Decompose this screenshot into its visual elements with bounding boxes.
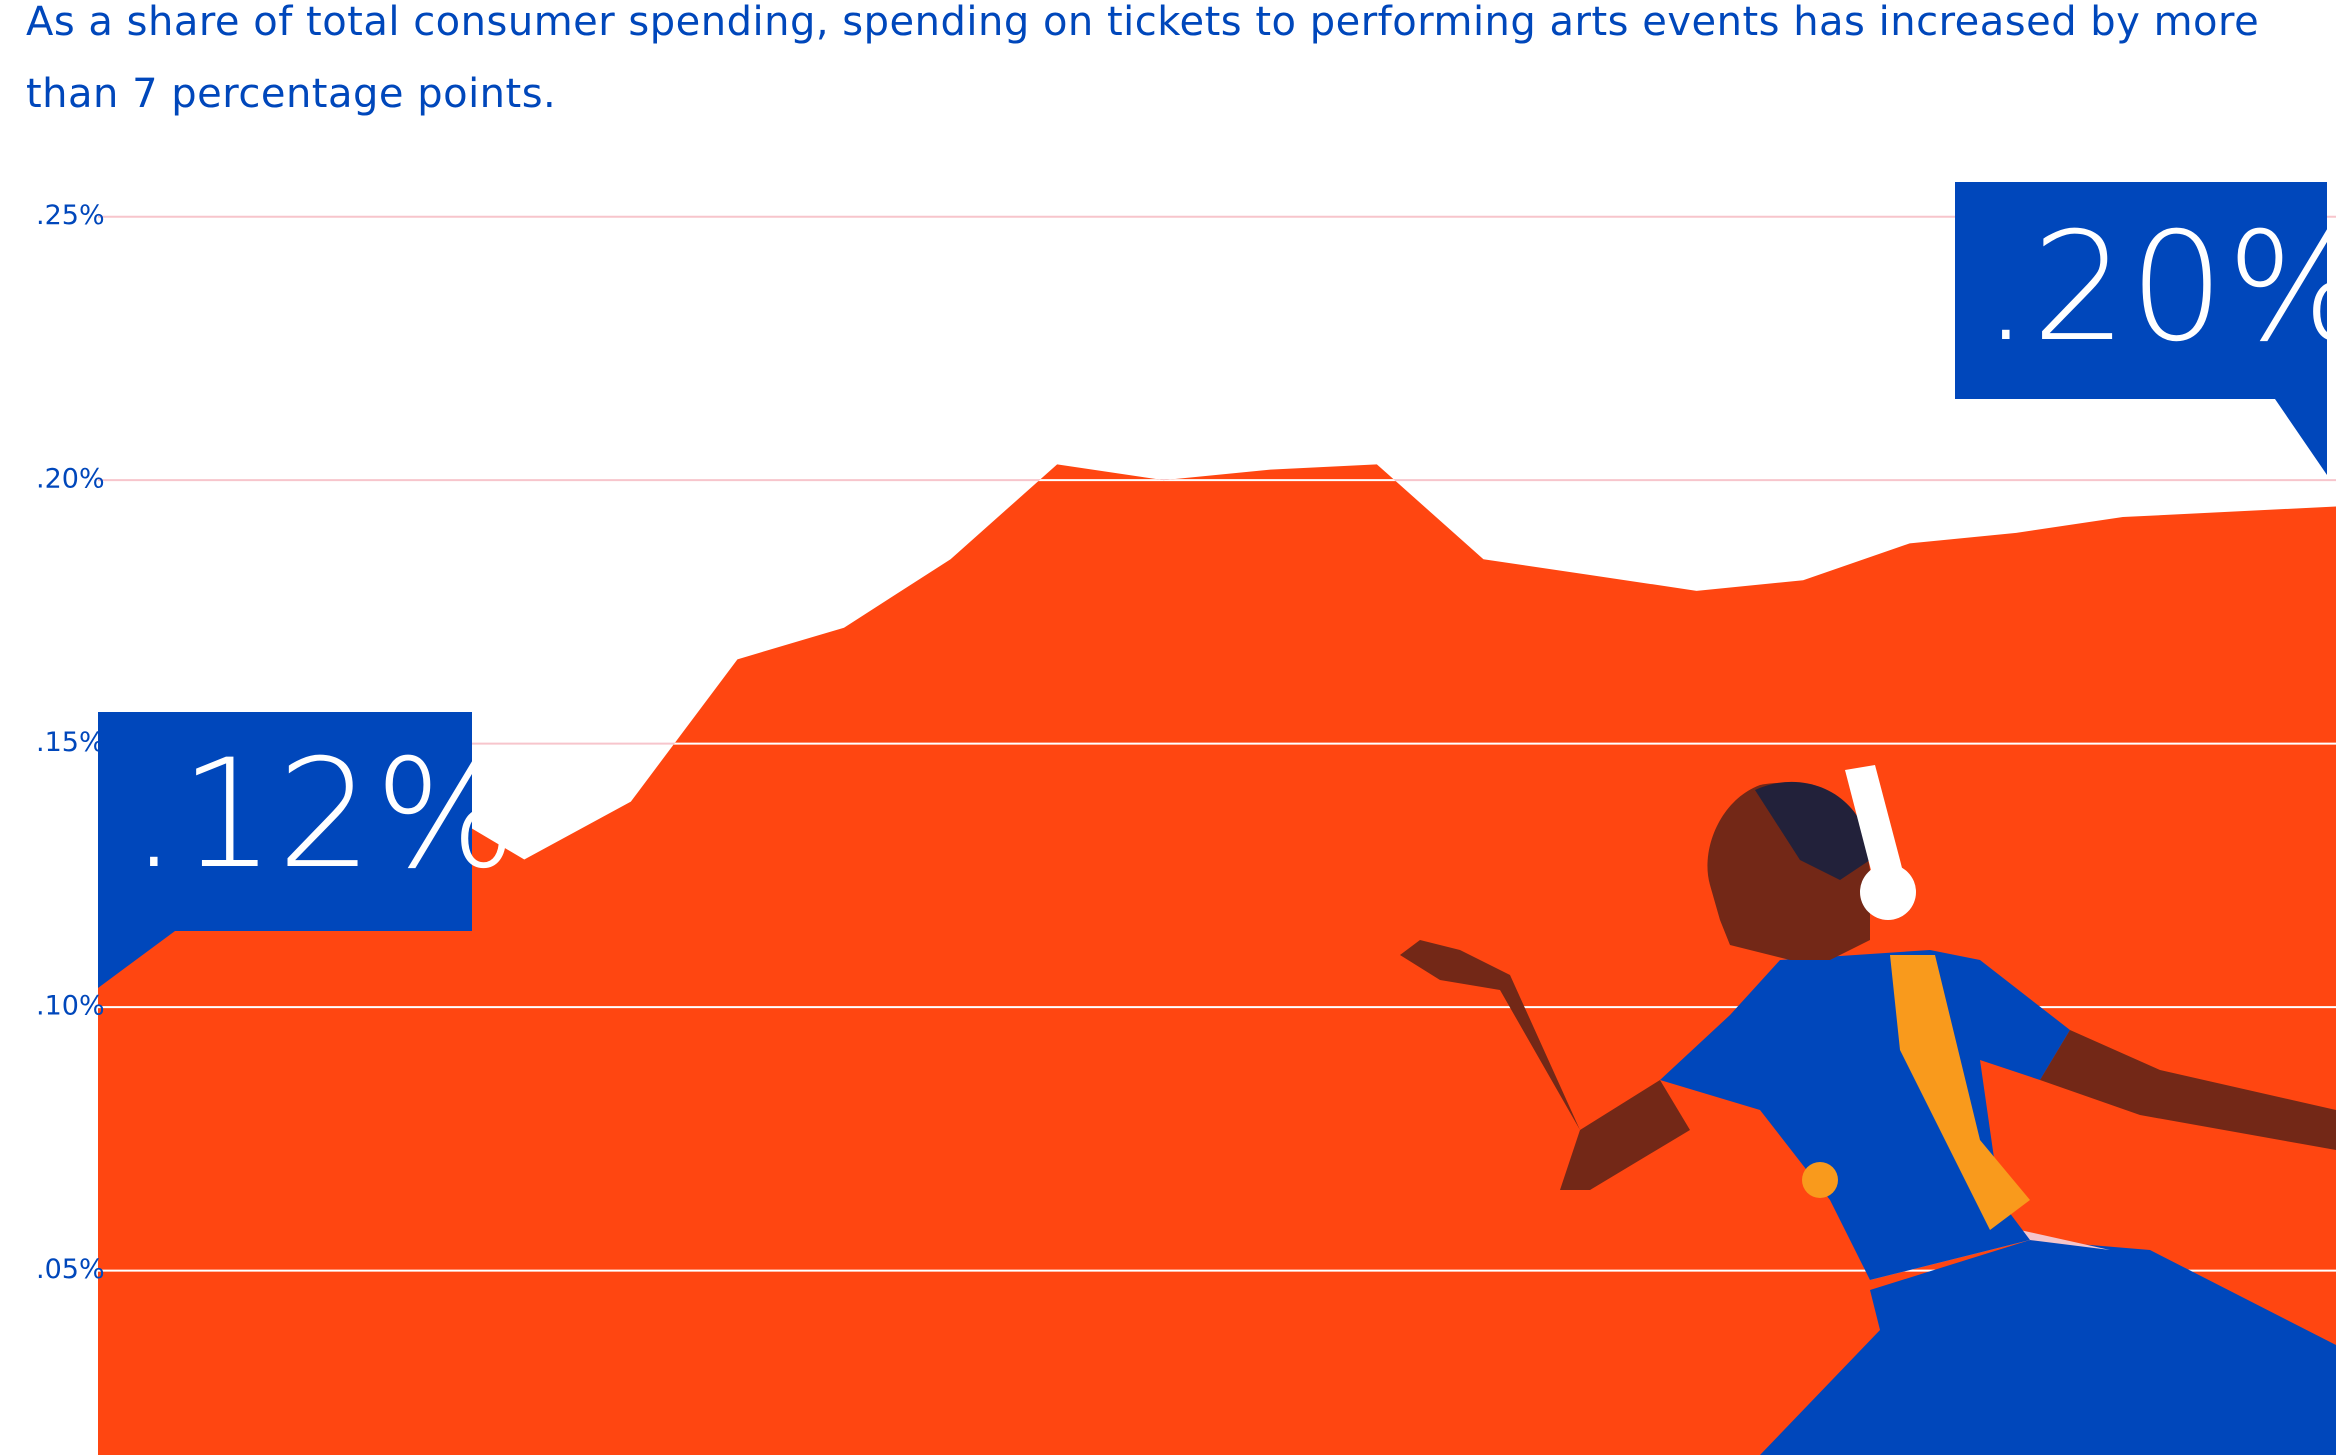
chart: .05% .10% .15% .20% .25% .12% .20% [0, 0, 2336, 1455]
pendant [1802, 1162, 1838, 1198]
page: {"chart_data": {"type": "area", "title":… [0, 0, 2336, 1455]
y-tick-label: .25% [36, 200, 105, 231]
y-tick-label: .15% [36, 727, 105, 758]
y-tick-label: .10% [36, 991, 105, 1022]
callout-label: .12% [130, 728, 519, 902]
earring [1860, 864, 1916, 920]
y-tick-label: .05% [36, 1254, 105, 1285]
y-tick-label: .20% [36, 464, 105, 495]
callout-label: .20% [1982, 201, 2336, 375]
